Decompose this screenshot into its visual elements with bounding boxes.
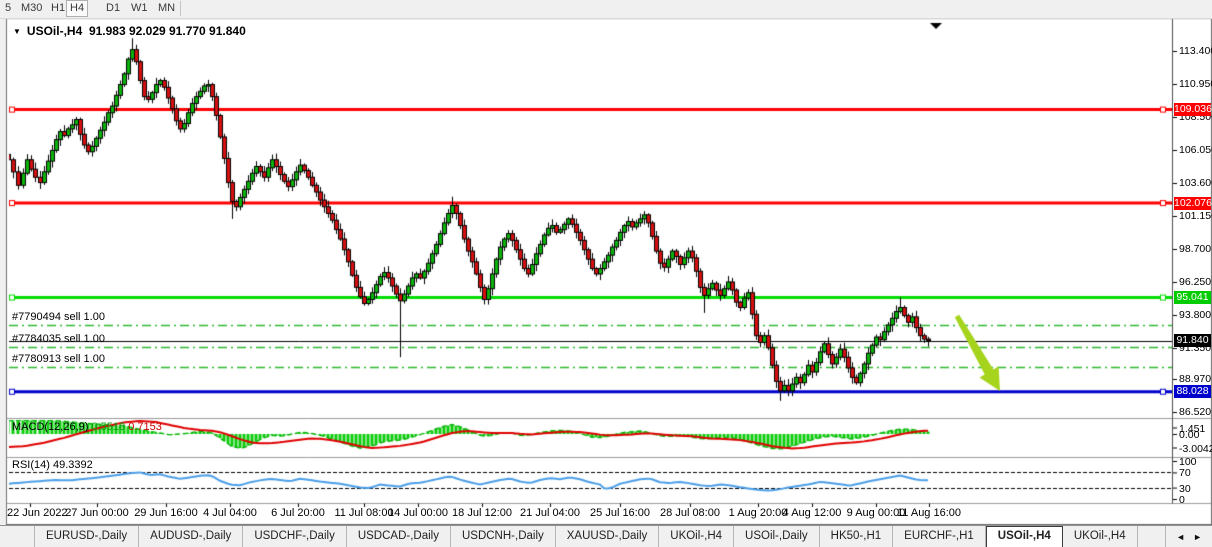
rsi-value: 49.3392 (52, 459, 93, 471)
chart-tab-audusd-daily[interactable]: AUDUSD-,Daily (139, 526, 244, 547)
price-level-badge: 95.041 (1174, 291, 1211, 305)
order-label-2: #7784035 sell 1.00 (12, 333, 105, 346)
chart-tab-hk50-h1[interactable]: HK50-,H1 (820, 526, 894, 547)
chart-title: ▼ USOil-,H4 91.983 92.029 91.770 91.840 (13, 24, 246, 38)
price-tick-label: 106.050 (1179, 144, 1212, 156)
price-tick-label: 88.970 (1179, 373, 1212, 385)
time-axis-label: 29 Jun 16:00 (134, 507, 198, 519)
time-axis-label: 6 Jul 20:00 (271, 507, 325, 519)
rsi-scale-label: 30 (1179, 482, 1191, 495)
time-axis-label: 14 Jul 00:00 (388, 507, 448, 519)
timeframe-button-h1[interactable]: H1 (51, 2, 66, 14)
chart-tab-xauusd-daily[interactable]: XAUUSD-,Daily (556, 526, 660, 547)
price-tick-label: 101.150 (1179, 210, 1212, 222)
toolbar-separator (180, 1, 181, 16)
chart-tab-eurusd-daily[interactable]: EURUSD-,Daily (35, 526, 140, 547)
time-axis-label: 28 Jul 08:00 (660, 507, 720, 519)
rsi-scale-label: 100 (1179, 456, 1197, 468)
price-level-badge: 88.028 (1174, 385, 1211, 399)
macd-main-value: 0.5510 (91, 421, 126, 433)
price-level-badge: 102.076 (1174, 196, 1212, 210)
chart-tab-usdchf-daily[interactable]: USDCHF-,Daily (243, 526, 347, 547)
macd-scale-label: -3.0042 (1179, 442, 1212, 455)
chart-tab-usoil-h4[interactable]: USOil-,H4 (985, 526, 1063, 547)
time-axis-label: 1 Aug 20:00 (728, 507, 788, 519)
rsi-scale-label: 70 (1179, 467, 1191, 480)
chart-tab-usoil-daily[interactable]: USOil-,Daily (734, 526, 820, 547)
tab-bar-spacer (0, 526, 35, 547)
timeframe-button-d1[interactable]: D1 (106, 2, 121, 14)
price-tick-label: 103.600 (1179, 177, 1212, 189)
timeframe-button-h4[interactable]: H4 (66, 0, 89, 17)
chart-tab-ukoil-h4[interactable]: UKOil-,H4 (659, 526, 735, 547)
timeframe-button-w1[interactable]: W1 (131, 2, 148, 14)
time-axis-label: 25 Jul 16:00 (590, 507, 650, 519)
timeframe-button-5[interactable]: 5 (5, 2, 12, 14)
symbol-tab-bar: EURUSD-,Daily AUDUSD-,Daily USDCHF-,Daily U… (0, 525, 1212, 547)
timeframe-toolbar: 5 M30 H1 H4 D1 W1 MN (0, 0, 1212, 19)
price-level-badge: 91.840 (1174, 334, 1211, 348)
tab-scroll-right-icon[interactable]: ► (1193, 531, 1202, 542)
time-axis-label: 11 Aug 16:00 (896, 507, 962, 519)
macd-indicator-label: MACD(12,26,9) 0.5510 0.7153 (12, 421, 162, 433)
macd-signal-value: 0.7153 (128, 421, 162, 433)
time-axis-label: 11 Jul 08:00 (334, 507, 394, 519)
timeframe-button-m30[interactable]: M30 (21, 2, 43, 14)
chart-title-symbol: USOil-,H4 (26, 24, 83, 38)
rsi-indicator-label: RSI(14) 49.3392 (12, 459, 93, 471)
tab-scroll-arrows: ◄ ► (1165, 526, 1212, 547)
order-label-3: #7780913 sell 1.00 (12, 353, 105, 365)
time-axis-label: 21 Jul 04:00 (520, 507, 580, 519)
time-axis-label: 18 Jul 12:00 (452, 507, 512, 519)
macd-scale-label: 0.00 (1179, 429, 1200, 441)
rsi-name: RSI(14) (12, 459, 50, 471)
chart-title-ohlc: 91.983 92.029 91.770 91.840 (88, 24, 246, 38)
macd-name: MACD(12,26,9) (12, 421, 89, 433)
chart-tab-usdcnh-daily[interactable]: USDCNH-,Daily (451, 526, 556, 547)
rsi-scale-label: 0 (1179, 494, 1185, 506)
chart-tab-usdcad-daily[interactable]: USDCAD-,Daily (347, 526, 451, 547)
price-tick-label: 98.700 (1179, 243, 1212, 255)
time-axis-label: 4 Jul 04:00 (203, 507, 257, 519)
chart-tab-ukoil-h4[interactable]: UKOil-,H4 (1063, 526, 1138, 547)
time-axis-label: 4 Aug 12:00 (782, 507, 842, 519)
time-axis-label: 9 Aug 00:00 (846, 507, 906, 519)
price-level-badge: 109.036 (1174, 103, 1212, 117)
tab-scroll-left-icon[interactable]: ◄ (1176, 531, 1186, 542)
symbol-dropdown-icon[interactable]: ▼ (13, 27, 21, 36)
order-label-1: #7790494 sell 1.00 (12, 310, 105, 323)
price-tick-label: 110.950 (1179, 78, 1212, 90)
price-tick-label: 93.800 (1179, 309, 1212, 321)
time-axis-label: 27 Jun 00:00 (65, 507, 129, 519)
price-tick-label: 113.400 (1179, 45, 1212, 57)
macd-scale-label: 1.451 (1179, 422, 1206, 435)
chart-tab-eurchf-h1[interactable]: EURCHF-,H1 (893, 526, 986, 547)
price-tick-label: 96.250 (1179, 276, 1212, 288)
timeframe-button-mn[interactable]: MN (158, 2, 176, 14)
price-tick-label: 86.520 (1179, 406, 1212, 418)
time-axis-label: 22 Jun 2022 (7, 507, 68, 519)
